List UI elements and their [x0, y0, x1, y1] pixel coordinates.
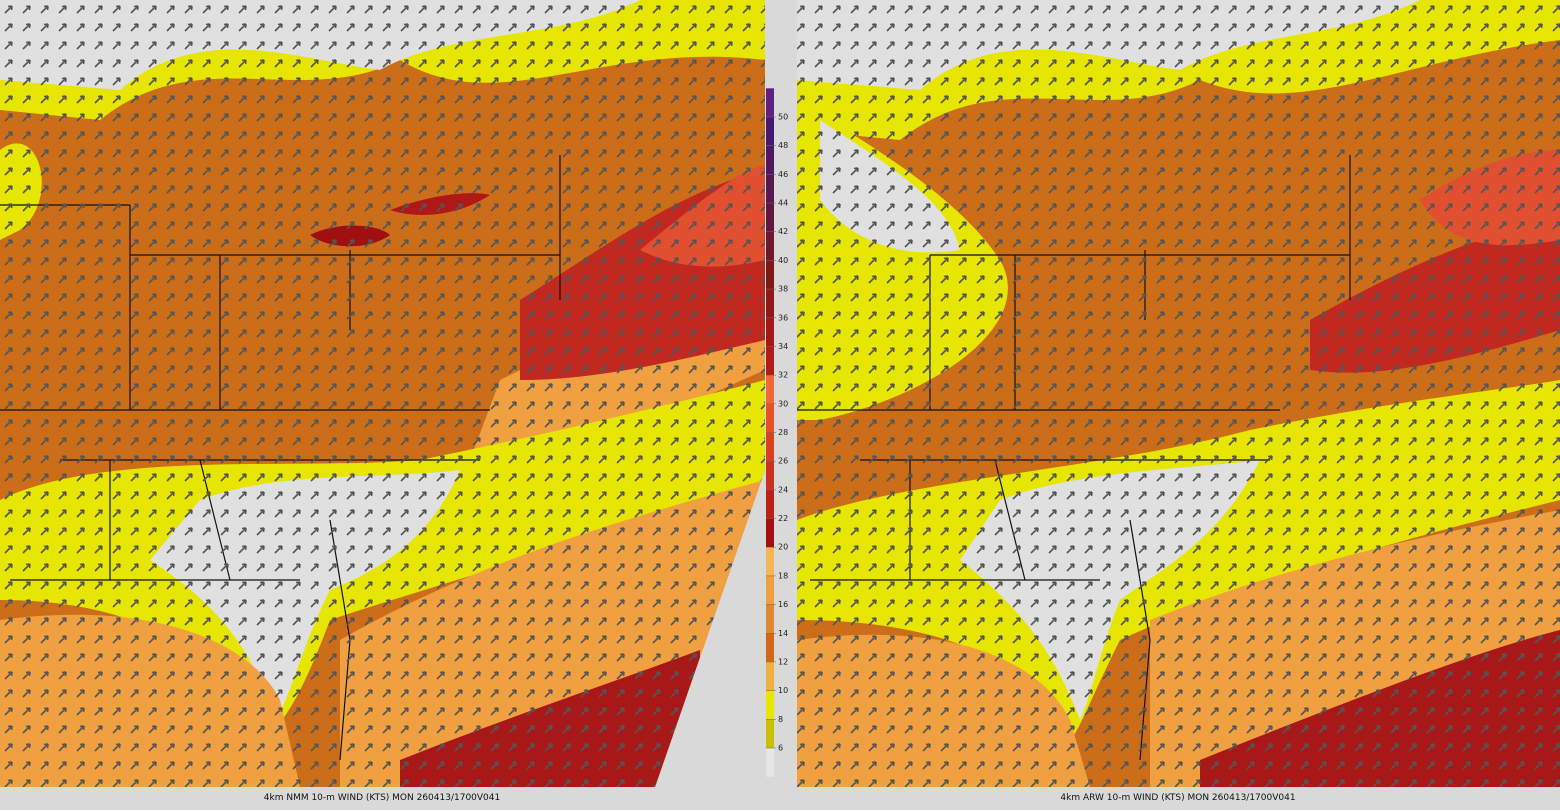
- colorbar-label: 22: [778, 514, 788, 523]
- colorbar-bin: [766, 346, 774, 376]
- colorbar-bin: [766, 661, 774, 691]
- colorbar-bin: [766, 317, 774, 347]
- colorbar-bin: [766, 375, 774, 404]
- colorbar-bin: [766, 748, 774, 777]
- colorbar-label: 18: [778, 571, 788, 580]
- colorbar-label: 12: [778, 657, 788, 666]
- colorbar-label: 14: [778, 629, 788, 638]
- colorbar-label: 38: [778, 285, 788, 294]
- colorbar-label: 24: [778, 485, 788, 494]
- colorbar: 6 8 10 12 14 16 18 20 22 24 26 28 30 32 34 36 38 40 42 44 46…: [766, 88, 788, 777]
- caption-bar: [0, 787, 1560, 810]
- caption: 4km NMM 10-m WIND (KTS) MON 260413/1700V…: [264, 793, 500, 803]
- colorbar-label: 50: [778, 113, 788, 122]
- colorbar-label: 32: [778, 371, 788, 380]
- colorbar-bin: [766, 461, 774, 490]
- colorbar-bin: [766, 289, 774, 318]
- colorbar-label: 26: [778, 457, 788, 466]
- colorbar-bin: [766, 231, 774, 261]
- colorbar-bin: [766, 690, 774, 720]
- colorbar-bin: [766, 489, 774, 519]
- colorbar-bin: [766, 203, 774, 232]
- map-left: [0, 0, 765, 787]
- caption: 4km ARW 10-m WIND (KTS) MON 260413/1700V…: [1060, 793, 1295, 803]
- colorbar-bin: [766, 633, 774, 662]
- colorbar-bin: [766, 145, 774, 175]
- colorbar-label: 44: [778, 199, 788, 208]
- colorbar-bin: [766, 518, 774, 548]
- colorbar-bin: [766, 432, 774, 462]
- colorbar-label: 30: [778, 399, 788, 408]
- colorbar-bin: [766, 547, 774, 576]
- colorbar-label: 8: [778, 715, 783, 724]
- colorbar-label: 16: [778, 600, 788, 609]
- colorbar-bin: [766, 174, 774, 204]
- colorbar-label: 34: [778, 342, 788, 351]
- colorbar-label: 36: [778, 313, 788, 322]
- colorbar-label: 46: [778, 170, 788, 179]
- colorbar-label: 6: [778, 744, 783, 753]
- colorbar-label: 42: [778, 227, 788, 236]
- colorbar-bin: [766, 88, 774, 117]
- colorbar-label: 48: [778, 141, 788, 150]
- colorbar-bin: [766, 403, 774, 433]
- colorbar-bin: [766, 719, 774, 748]
- colorbar-label: 10: [778, 686, 788, 695]
- colorbar-label: 28: [778, 428, 788, 437]
- colorbar-label: 40: [778, 256, 788, 265]
- colorbar-bin: [766, 604, 774, 634]
- colorbar-bin: [766, 575, 774, 605]
- map-right: [797, 0, 1560, 787]
- colorbar-label: 20: [778, 543, 788, 552]
- colorbar-bin: [766, 260, 774, 290]
- colorbar-bin: [766, 117, 774, 146]
